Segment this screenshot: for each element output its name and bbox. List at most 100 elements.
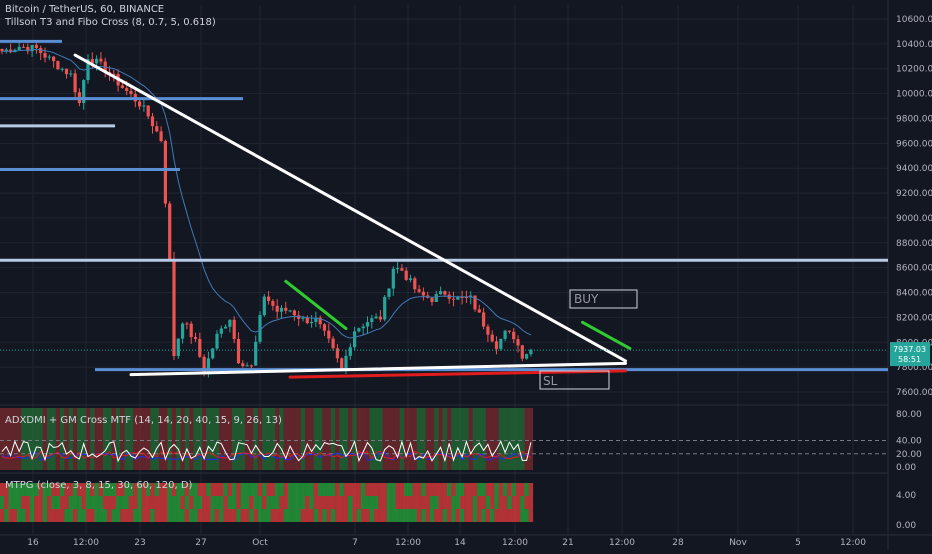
mtpg-bar (72, 509, 78, 522)
candle-body (202, 356, 206, 374)
mtpg-bar (38, 496, 43, 509)
candle-body (236, 338, 241, 364)
mtpg-bar (167, 496, 172, 509)
candle-body (335, 348, 339, 359)
mtpg-bar (287, 496, 293, 509)
mtpg-bar (128, 483, 134, 496)
mtpg-bar (451, 483, 456, 496)
adx-bg-bar (296, 408, 301, 470)
mtpg-bar (115, 483, 121, 496)
adx-bg-bar (451, 408, 456, 470)
mtpg-bar (322, 496, 327, 509)
adx-bg-bar (240, 408, 245, 470)
mtpg-bar (524, 496, 529, 509)
mtpg-bar (60, 496, 65, 509)
mtpg-bar (386, 509, 392, 522)
candle-body (43, 53, 47, 58)
mtpg-bar (300, 496, 306, 509)
mtpg-bar (412, 509, 417, 522)
mtpg-bar (8, 483, 13, 496)
adx-bg-bar (21, 408, 26, 470)
mtpg-bar (154, 483, 159, 496)
y-tick-label: 8400.00 (896, 289, 932, 299)
mtpg-bar (507, 483, 512, 496)
candle-body (370, 318, 374, 323)
adx-bg-bar (51, 408, 56, 470)
mtpg-bar (382, 483, 387, 496)
adx-bg-bar (292, 408, 297, 470)
candle-body (125, 88, 129, 91)
mtpg-bar (8, 496, 13, 509)
mtpg-bar (262, 483, 267, 496)
mtpg-bar (378, 483, 383, 496)
mtpg-bar (34, 483, 39, 496)
mtpg-bar (322, 509, 327, 522)
mtpg-bar (313, 496, 319, 509)
green-trendline[interactable] (284, 279, 348, 331)
mtpg-bar (184, 496, 190, 509)
mtpg-bar (369, 496, 374, 509)
mtpg-bar (150, 483, 155, 496)
mtpg-bar (438, 509, 443, 522)
support-trendline[interactable] (129, 361, 627, 377)
adx-bg-bar (459, 408, 465, 470)
candle-body (305, 317, 309, 324)
candle-body (271, 300, 275, 306)
mtpg-bar (287, 509, 293, 522)
candle-body (232, 319, 236, 339)
mtpg-bar (4, 496, 9, 509)
mtpg-bar (77, 509, 82, 522)
mtpg-bar (141, 509, 147, 522)
mtpg-bar (494, 509, 499, 522)
candle-body (456, 296, 460, 300)
mtpg-bar (447, 496, 452, 509)
candle-body (181, 323, 185, 339)
buy-trendline[interactable] (581, 320, 632, 350)
mtpg-bar (47, 483, 52, 496)
adx-bg-bar (158, 408, 164, 470)
mtpg-bar (98, 496, 104, 509)
mtpg-bar (180, 483, 185, 496)
y-tick-label: 8200.00 (896, 313, 932, 323)
mtpg-bar (455, 483, 460, 496)
mtpg-bar (283, 483, 288, 496)
mtpg-bar (42, 496, 48, 509)
mtpg-bar (176, 483, 181, 496)
mtpg-bar (111, 483, 116, 496)
adx-bg-bar (515, 408, 521, 470)
mtpg-bar (189, 496, 194, 509)
mtpg-bar (42, 509, 48, 522)
mtpg-bar (429, 496, 435, 509)
mtpg-bar (270, 496, 276, 509)
mtpg-bar (249, 509, 254, 522)
descending-trendline[interactable] (73, 53, 627, 363)
mtpg-bar (369, 509, 374, 522)
mtpg-bar (395, 509, 400, 522)
x-tick-label: Oct (252, 538, 268, 548)
mtpg-bar (412, 496, 417, 509)
adx-bg-bar (373, 408, 379, 470)
mtpg-bar (171, 496, 177, 509)
candle-body (400, 268, 404, 271)
stop-loss-line[interactable] (288, 369, 627, 379)
mtpg-bar (296, 509, 301, 522)
sl-box[interactable] (539, 370, 610, 390)
mtpg-bar (124, 509, 129, 522)
mtpg-bar (34, 496, 39, 509)
mtpg-bar (421, 509, 426, 522)
y-tick-label: 7600.00 (896, 388, 932, 398)
candle-body (224, 326, 228, 329)
buy-box[interactable] (569, 289, 638, 309)
adx-bg-bar (382, 408, 387, 470)
adx-bg-bar (141, 408, 147, 470)
mtpg-bar (395, 483, 400, 496)
adx-bg-bar (219, 408, 224, 470)
mtpg-bar (223, 509, 228, 522)
candle-body (159, 131, 163, 142)
mtpg-bar (249, 483, 254, 496)
mtpg-bar (219, 483, 224, 496)
adx-bg-bar (236, 408, 241, 470)
mtpg-bar (279, 483, 284, 496)
